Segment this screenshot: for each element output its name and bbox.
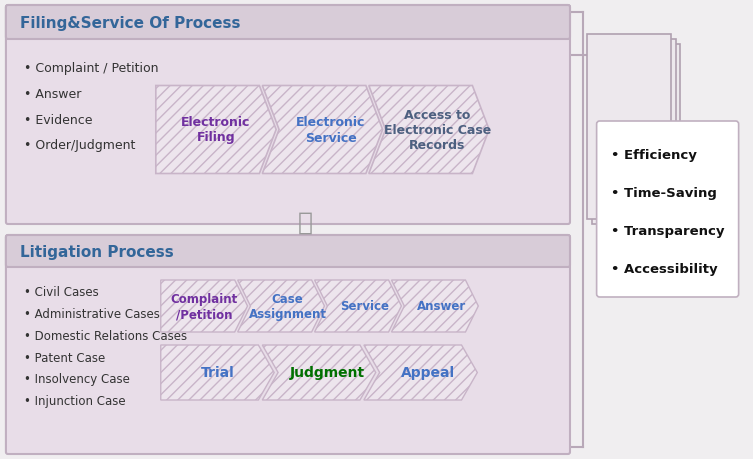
Text: Electronic
Service: Electronic Service xyxy=(296,116,365,144)
FancyBboxPatch shape xyxy=(6,235,570,268)
Polygon shape xyxy=(262,86,383,174)
Polygon shape xyxy=(364,345,477,400)
Text: Service: Service xyxy=(340,300,389,313)
Text: Litigation Process: Litigation Process xyxy=(20,244,173,259)
Text: Electronic
Filing: Electronic Filing xyxy=(181,116,251,144)
FancyBboxPatch shape xyxy=(6,6,570,40)
Bar xyxy=(592,40,675,224)
Text: • Domestic Relations Cases: • Domestic Relations Cases xyxy=(23,329,187,342)
Bar xyxy=(587,35,671,219)
Text: • Complaint / Petition: • Complaint / Petition xyxy=(23,62,158,74)
Text: • Accessibility: • Accessibility xyxy=(611,262,718,275)
Text: • Time-Saving: • Time-Saving xyxy=(611,186,718,199)
Text: • Order/Judgment: • Order/Judgment xyxy=(23,139,135,152)
Text: • Insolvency Case: • Insolvency Case xyxy=(23,373,130,386)
Text: • Injunction Case: • Injunction Case xyxy=(23,395,125,408)
Polygon shape xyxy=(160,280,248,332)
Text: Appeal: Appeal xyxy=(401,366,456,380)
Text: Filing&Service Of Process: Filing&Service Of Process xyxy=(20,16,240,30)
Polygon shape xyxy=(156,86,276,174)
Text: Trial: Trial xyxy=(200,366,234,380)
Text: Complaint
/Petition: Complaint /Petition xyxy=(170,292,238,320)
FancyBboxPatch shape xyxy=(6,6,570,224)
Text: Case
Assignment: Case Assignment xyxy=(248,292,327,320)
Text: • Evidence: • Evidence xyxy=(23,113,92,126)
Text: Judgment: Judgment xyxy=(289,366,364,380)
Text: ➕: ➕ xyxy=(298,211,313,235)
Text: • Administrative Cases: • Administrative Cases xyxy=(23,307,160,320)
Text: Access to
Electronic Case
Records: Access to Electronic Case Records xyxy=(384,109,491,151)
FancyBboxPatch shape xyxy=(6,235,570,454)
Text: • Civil Cases: • Civil Cases xyxy=(23,285,99,298)
Polygon shape xyxy=(369,86,489,174)
Text: • Efficiency: • Efficiency xyxy=(611,148,697,161)
Polygon shape xyxy=(160,345,274,400)
Text: • Patent Case: • Patent Case xyxy=(23,351,105,364)
Text: • Transparency: • Transparency xyxy=(611,224,725,237)
Polygon shape xyxy=(238,280,325,332)
Text: • Answer: • Answer xyxy=(23,87,81,100)
FancyBboxPatch shape xyxy=(596,122,739,297)
Polygon shape xyxy=(262,345,376,400)
Text: Answer: Answer xyxy=(416,300,466,313)
Polygon shape xyxy=(392,280,478,332)
Bar xyxy=(596,45,681,230)
Polygon shape xyxy=(315,280,401,332)
